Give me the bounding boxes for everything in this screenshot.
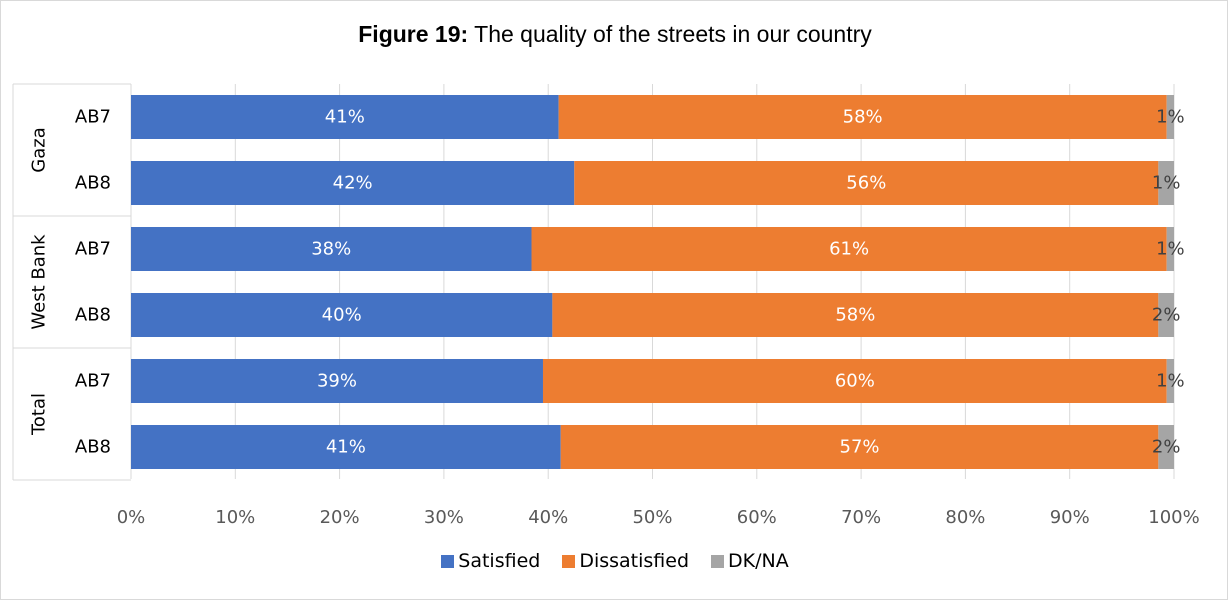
data-label: 1% [1156,107,1185,128]
bar-segment [560,425,1159,469]
legend-swatch [441,554,455,568]
bar-segment [1158,425,1174,469]
data-label: 40% [322,305,362,326]
x-tick-label: 70% [841,507,881,528]
data-label: 39% [317,371,357,392]
data-label: 38% [311,239,351,260]
bar-segment [1158,161,1174,205]
data-label: 1% [1156,371,1185,392]
bar-segment [558,95,1167,139]
data-label: 41% [325,107,365,128]
bar-segment [131,95,559,139]
x-tick-label: 60% [737,507,777,528]
x-tick-label: 10% [215,507,255,528]
legend-label: DK/NA [728,550,789,572]
data-label: 61% [829,239,869,260]
chart-legend: Satisfied Dissatisfied DK/NA [1,550,1228,572]
row-label: AB7 [75,371,111,392]
legend-item: Dissatisfied [562,550,689,572]
bar-segment [1158,293,1174,337]
data-label: 41% [326,437,366,458]
group-label: Gaza [29,127,50,172]
data-label: 1% [1152,173,1181,194]
row-label: AB7 [75,107,111,128]
bar-segment [131,227,532,271]
x-tick-label: 90% [1050,507,1090,528]
x-tick-label: 100% [1148,507,1199,528]
row-label: AB7 [75,239,111,260]
data-label: 58% [835,305,875,326]
chart-title-rest: The quality of the streets in our countr… [468,21,872,47]
x-tick-label: 20% [320,507,360,528]
row-label: AB8 [75,437,111,458]
bar-segment [542,359,1167,403]
bar-segment [552,293,1159,337]
data-label: 2% [1152,305,1181,326]
bar-segment [1166,95,1174,139]
row-label: AB8 [75,173,111,194]
group-label: West Bank [29,234,50,330]
legend-label: Dissatisfied [579,550,690,572]
bar-segment [131,161,575,205]
data-label: 57% [840,437,880,458]
data-label: 56% [846,173,886,194]
chart-title: Figure 19: The quality of the streets in… [1,21,1228,48]
data-label: 58% [843,107,883,128]
x-tick-label: 80% [945,507,985,528]
chart-title-bold: Figure 19: [358,21,469,47]
legend-swatch [711,554,725,568]
legend-item: DK/NA [711,550,789,572]
bar-segment [574,161,1159,205]
x-tick-label: 40% [528,507,568,528]
legend-item: Satisfied [441,550,540,572]
data-label: 2% [1152,437,1181,458]
bar-segment [131,359,543,403]
legend-swatch [562,554,576,568]
bar-segment [131,425,561,469]
data-label: 60% [835,371,875,392]
bar-segment [131,293,553,337]
group-label: Total [29,393,50,436]
bar-segment [1166,227,1174,271]
data-label: 1% [1156,239,1185,260]
x-tick-label: 30% [424,507,464,528]
legend-label: Satisfied [458,550,541,572]
x-tick-label: 0% [117,507,146,528]
bar-segment [531,227,1167,271]
bar-segment [1166,359,1174,403]
data-label: 42% [333,173,373,194]
x-tick-label: 50% [632,507,672,528]
row-label: AB8 [75,305,111,326]
